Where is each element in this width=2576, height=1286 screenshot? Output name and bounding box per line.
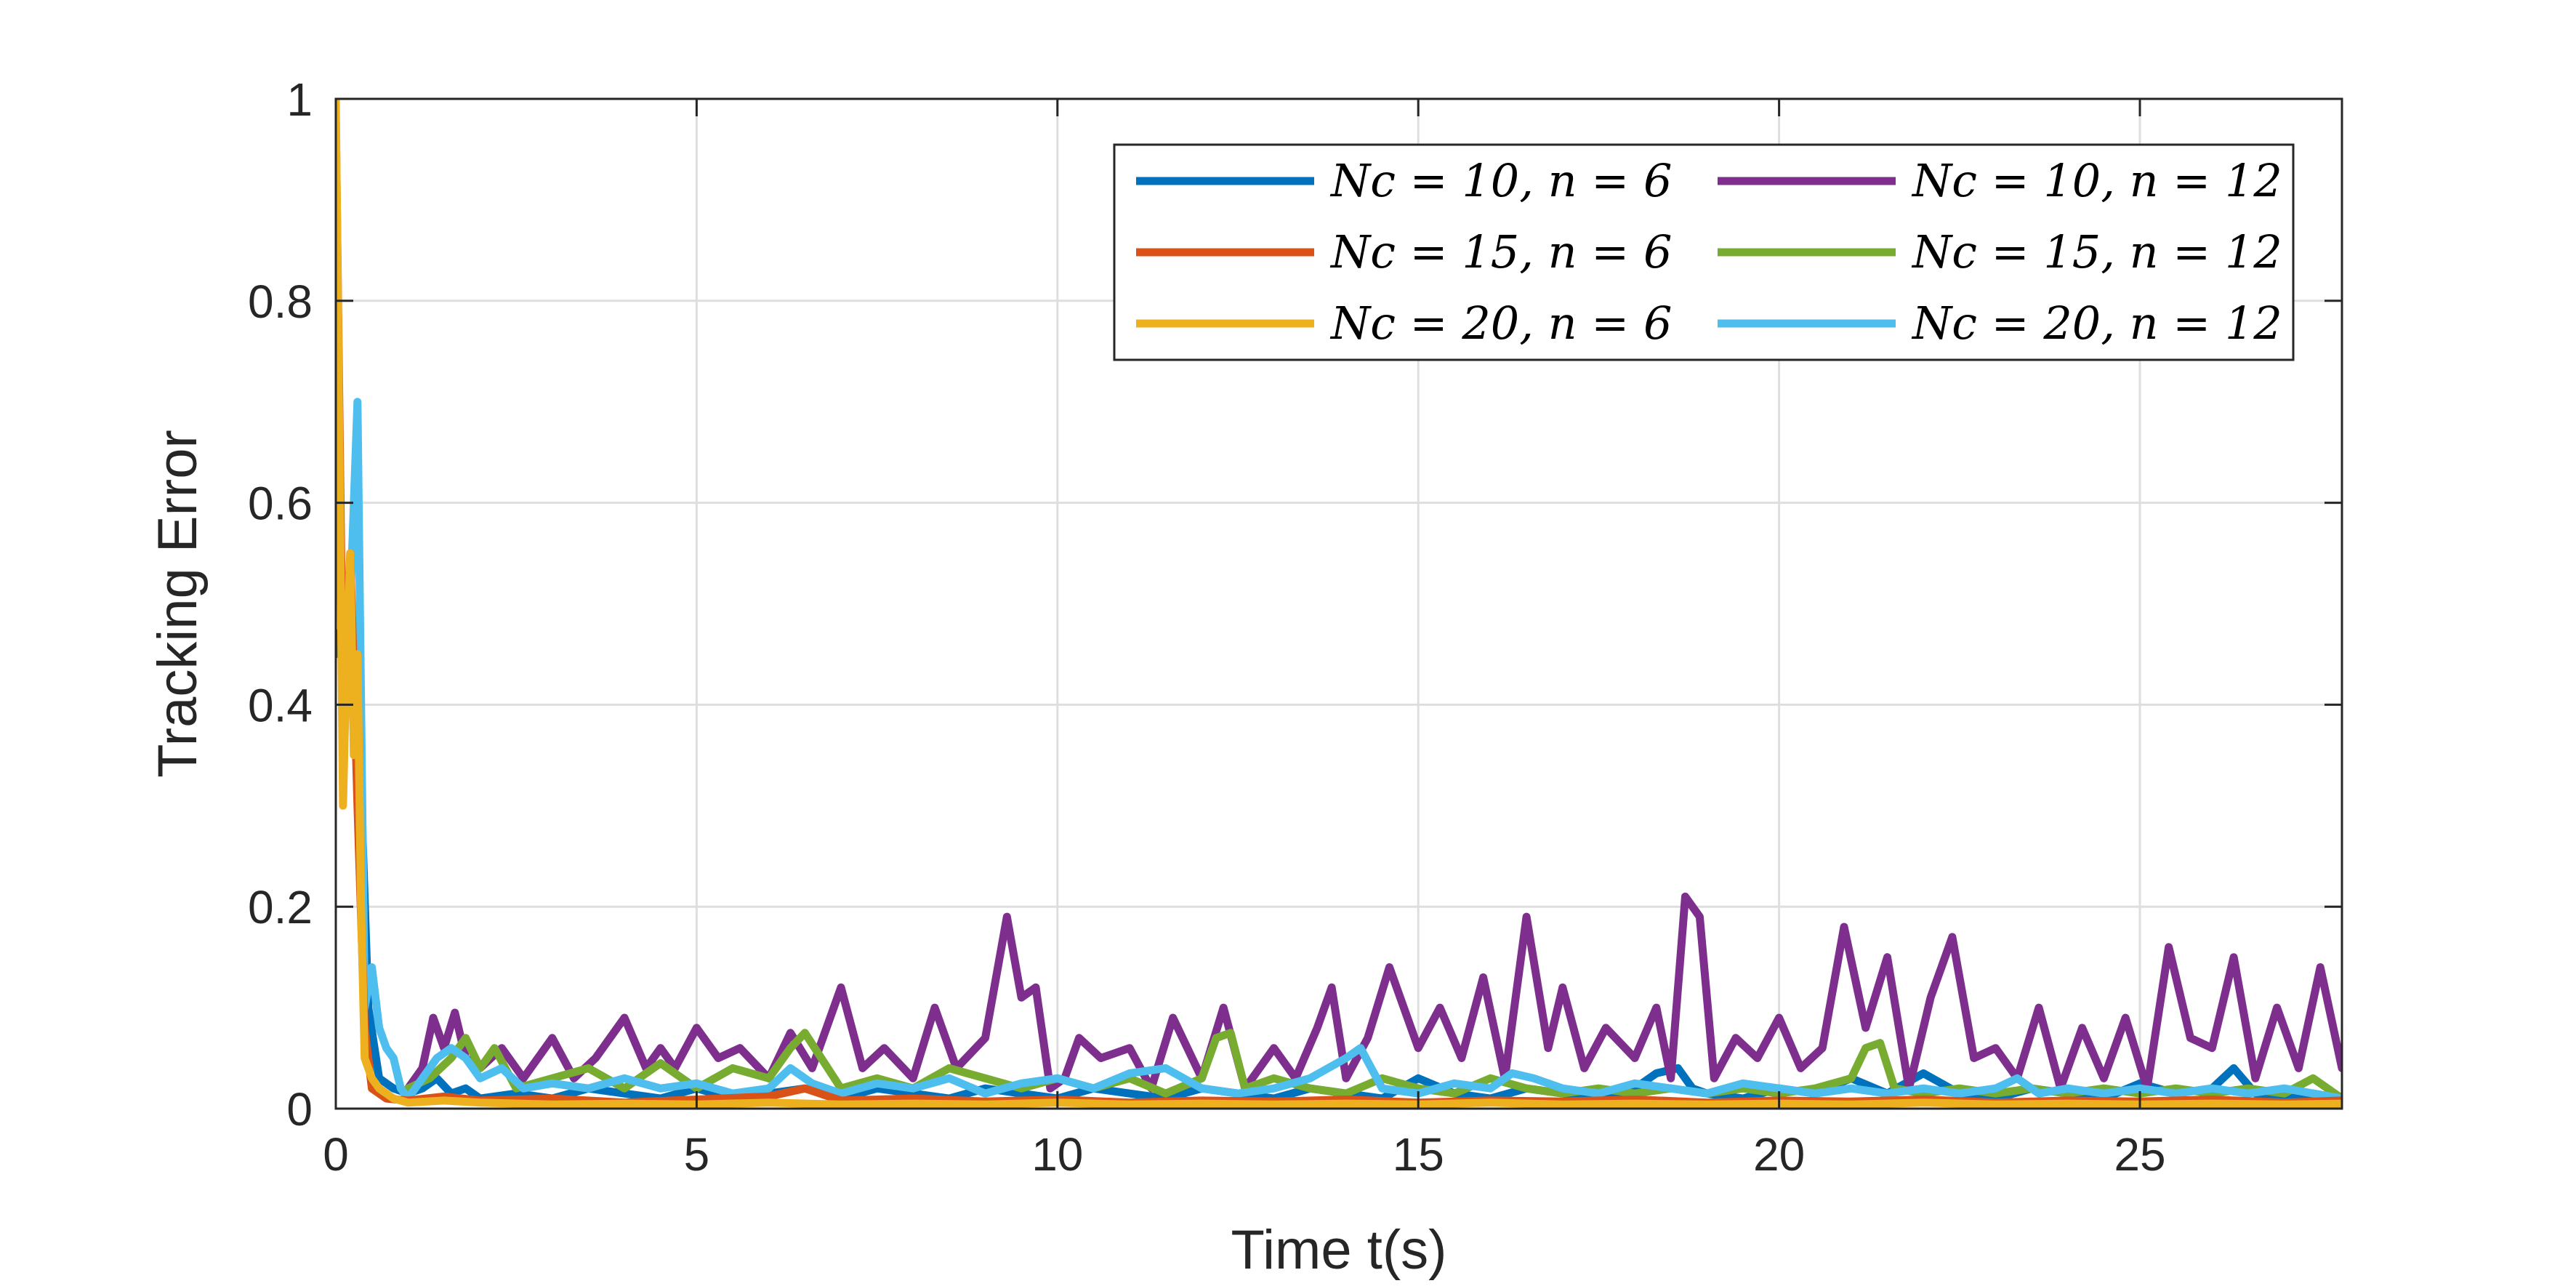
legend-label-3: Nc = 20, n = 6	[1329, 297, 1672, 350]
y-tick-label: 0.2	[248, 881, 313, 933]
x-tick-label: 20	[1753, 1128, 1805, 1181]
y-axis-title: Tracking Error	[147, 430, 209, 778]
x-tick-label: 0	[323, 1128, 349, 1181]
axes-frame	[334, 97, 2343, 1110]
y-tick-label: 0.8	[248, 276, 313, 328]
x-tick-label: 10	[1031, 1128, 1083, 1181]
legend-label-1: Nc = 10, n = 6	[1329, 154, 1672, 207]
legend: Nc = 10, n = 6 Nc = 15, n = 6 Nc = 20, n =…	[1113, 143, 2295, 361]
tick-labels: 0 5 10 15 20 25 0 0.2 0.4 0.6 0.8 1	[248, 73, 2166, 1181]
series-line-4	[403, 892, 2342, 1093]
legend-label-6: Nc = 20, n = 12	[1911, 297, 2282, 350]
series-line-3	[336, 99, 2342, 1109]
legend-label-2: Nc = 15, n = 6	[1329, 225, 1672, 278]
y-tick-label: 0	[286, 1083, 313, 1136]
axis-ticks	[334, 97, 2342, 1110]
x-tick-label: 5	[684, 1128, 710, 1181]
x-tick-label: 15	[1393, 1128, 1444, 1181]
y-tick-label: 0.6	[248, 478, 313, 530]
series-line-6	[336, 398, 2342, 1103]
legend-label-5: Nc = 15, n = 12	[1911, 225, 2282, 278]
x-axis-title: Time t(s)	[1231, 1219, 1447, 1281]
y-tick-label: 0.4	[248, 679, 313, 731]
x-tick-label: 25	[2114, 1128, 2165, 1181]
y-tick-label: 1	[286, 73, 313, 126]
legend-label-4: Nc = 10, n = 12	[1911, 154, 2282, 207]
